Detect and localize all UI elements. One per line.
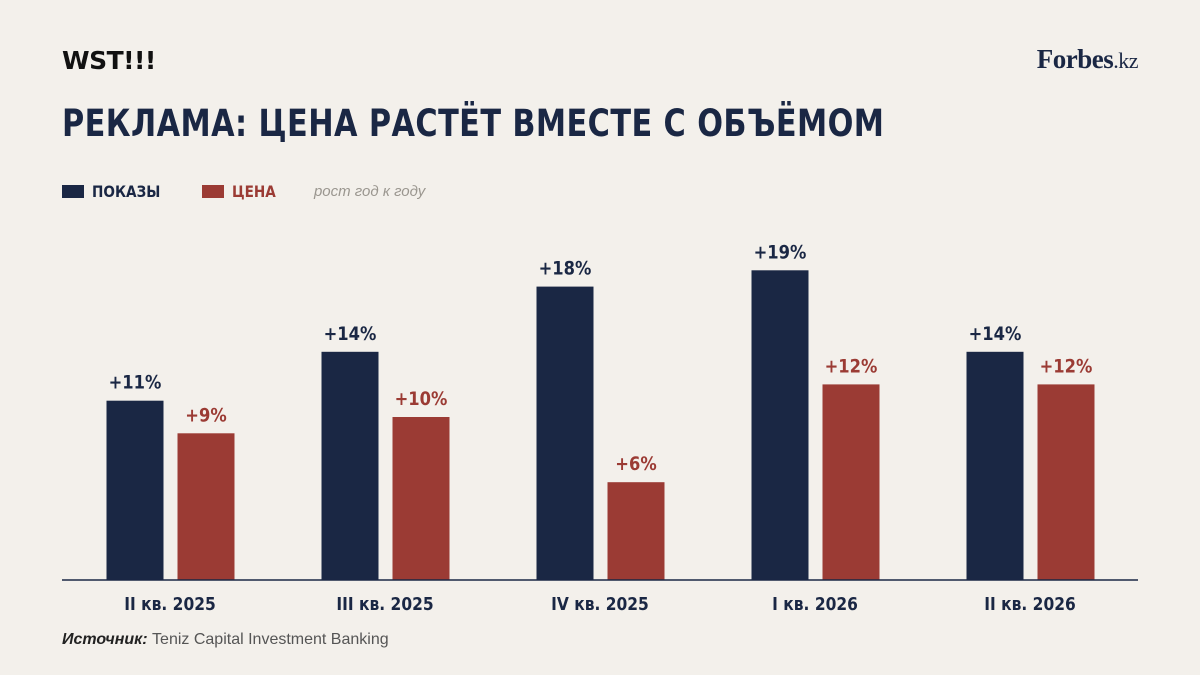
bar-price-2: [392, 417, 450, 580]
x-tick-label-5: II кв. 2026: [984, 593, 1075, 614]
forbes-kz-logo: Forbes.kz: [1036, 44, 1139, 75]
data-label-impressions-3: +18%: [539, 259, 592, 280]
legend-label-impressions: ПОКАЗЫ: [92, 182, 161, 201]
legend-label-price: ЦЕНА: [232, 182, 277, 201]
x-tick-label-1: II кв. 2025: [124, 593, 215, 614]
x-tick-label-3: IV кв. 2025: [551, 593, 649, 614]
data-label-price-5: +12%: [1040, 356, 1093, 377]
legend-swatch-impressions: [62, 185, 84, 198]
bar-impressions-2: [321, 351, 379, 580]
x-tick-label-2: III кв. 2025: [336, 593, 433, 614]
bar-price-5: [1037, 384, 1095, 580]
forbes-logo-main: Forbes: [1036, 44, 1114, 74]
bar-price-4: [822, 384, 880, 580]
data-label-price-3: +6%: [615, 454, 657, 475]
data-label-impressions-4: +19%: [754, 242, 807, 263]
x-tick-label-4: I кв. 2026: [772, 593, 858, 614]
legend-item-price: ЦЕНА: [202, 182, 284, 201]
data-label-price-4: +12%: [825, 356, 878, 377]
bar-impressions-1: [106, 400, 164, 580]
data-label-impressions-2: +14%: [324, 324, 377, 345]
data-label-price-1: +9%: [185, 405, 227, 426]
legend-item-impressions: ПОКАЗЫ: [62, 182, 172, 201]
data-label-impressions-5: +14%: [969, 324, 1022, 345]
chart-legend: ПОКАЗЫ ЦЕНА рост год к году: [62, 182, 425, 201]
bar-impressions-4: [751, 270, 809, 580]
chart-title: РЕКЛАМА: ЦЕНА РАСТЁТ ВМЕСТЕ С ОБЪЁМОМ: [62, 102, 885, 145]
wst-logo: WST!!!: [62, 46, 156, 75]
legend-swatch-price: [202, 185, 225, 198]
source-label: Источник:: [62, 631, 148, 648]
source-note: Источник: Teniz Capital Investment Banki…: [62, 631, 389, 649]
forbes-logo-suffix: .kz: [1113, 48, 1138, 73]
source-text: Teniz Capital Investment Banking: [147, 631, 389, 648]
data-label-impressions-1: +11%: [109, 373, 162, 394]
bar-price-3: [607, 482, 665, 580]
data-label-price-2: +10%: [395, 389, 448, 410]
bar-impressions-5: [966, 351, 1024, 580]
legend-note: рост год к году: [313, 183, 426, 200]
bar-price-1: [177, 433, 235, 580]
bar-impressions-3: [536, 286, 594, 580]
